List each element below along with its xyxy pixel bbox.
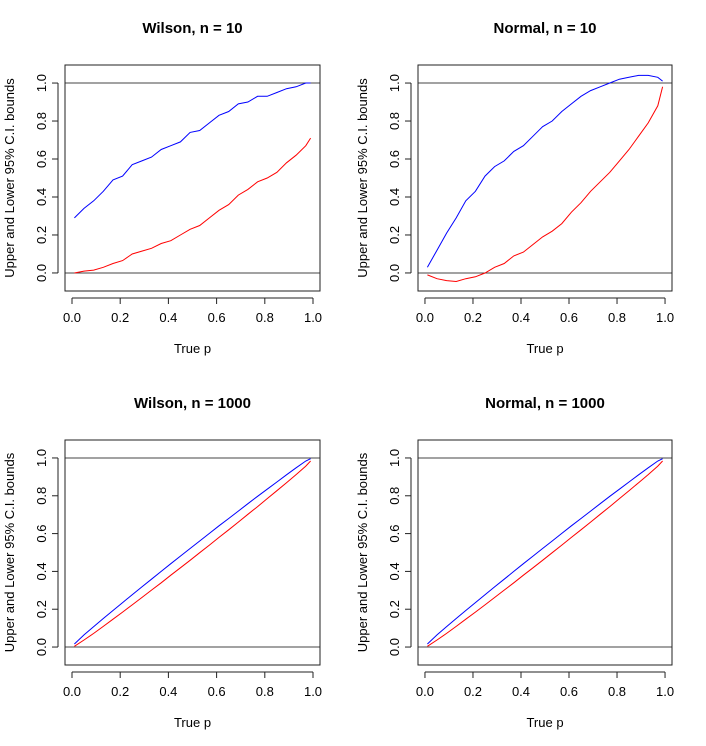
x-tick-label: 0.2 [111,684,129,699]
y-tick-label: 0.6 [34,150,49,168]
panel-title: Wilson, n = 1000 [134,395,251,412]
x-tick-label: 0.6 [560,310,578,325]
upper-bound-line [426,74,663,268]
x-tick-label: 0.4 [159,310,177,325]
x-tick-label: 1.0 [304,684,322,699]
y-tick-label: 0.6 [34,525,49,543]
y-tick-label: 0.0 [387,264,402,282]
y-tick-label: 1.0 [34,449,49,467]
x-tick-label: 0.0 [416,310,434,325]
x-tick-label: 0.8 [608,684,626,699]
x-tick-label: 0.8 [256,684,274,699]
x-tick-label: 0.6 [208,310,226,325]
y-tick-label: 0.0 [34,264,49,282]
plot-frame [417,439,673,666]
x-tick-label: 0.6 [208,684,226,699]
panel-title: Normal, n = 10 [494,20,597,37]
panel-title: Normal, n = 1000 [485,395,605,412]
x-tick-label: 0.8 [256,310,274,325]
x-tick-label: 0.2 [464,684,482,699]
x-tick-label: 0.4 [512,684,530,699]
x-axis-label: True p [526,715,563,730]
x-tick-label: 1.0 [656,684,674,699]
lower-bound-line [427,460,663,647]
x-tick-label: 0.6 [560,684,578,699]
upper-bound-line [427,458,663,645]
y-tick-label: 0.6 [387,150,402,168]
y-tick-label: 0.4 [34,562,49,580]
x-tick-label: 0.2 [464,310,482,325]
x-axis-label: True p [174,715,211,730]
y-tick-label: 0.6 [387,525,402,543]
lower-bound-line [74,137,312,274]
y-tick-label: 0.8 [387,112,402,130]
x-tick-label: 0.8 [608,310,626,325]
y-tick-label: 0.2 [34,600,49,618]
panel-2: 0.0 0.2 0.4 0.6 0.8 1.0 0.0 0.2 0.4 0.6 0.8 1.0 Norm… [355,20,674,356]
y-tick-label: 0.4 [387,188,402,206]
y-axis-label: Upper and Lower 95% C.I. bounds [355,78,370,278]
y-tick-label: 1.0 [387,74,402,92]
y-tick-label: 0.0 [34,638,49,656]
y-axis-label: Upper and Lower 95% C.I. bounds [2,452,17,652]
panel-1: 0.0 0.2 0.4 0.6 0.8 1.0 0.0 0.2 0.4 0.6 0.8 1.0 Wils… [2,20,322,356]
panel-title: Wilson, n = 10 [142,20,242,37]
plot-frame [64,439,321,666]
panel-4: 0.0 0.2 0.4 0.6 0.8 1.0 0.0 0.2 0.4 0.6 0.8 1.0 Norm… [355,395,674,730]
y-tick-label: 1.0 [34,74,49,92]
panel-3: 0.0 0.2 0.4 0.6 0.8 1.0 0.0 0.2 0.4 0.6 0.8 1.0 Wils… [2,395,322,730]
x-tick-label: 0.0 [63,310,81,325]
lower-bound-line [74,460,311,647]
y-tick-label: 0.2 [34,226,49,244]
upper-bound-line [74,458,311,645]
upper-bound-line [74,82,311,219]
x-axis-label: True p [526,341,563,356]
y-axis-label: Upper and Lower 95% C.I. bounds [355,452,370,652]
plot-frame [417,64,673,292]
x-tick-label: 0.0 [416,684,434,699]
x-axis-label: True p [174,341,211,356]
lower-bound-line [427,86,664,283]
x-tick-label: 0.4 [159,684,177,699]
y-tick-label: 0.2 [387,226,402,244]
x-tick-label: 0.4 [512,310,530,325]
y-tick-label: 0.2 [387,600,402,618]
y-tick-label: 1.0 [387,449,402,467]
y-tick-label: 0.4 [387,562,402,580]
y-tick-label: 0.8 [34,487,49,505]
x-tick-label: 1.0 [656,310,674,325]
y-tick-label: 0.8 [387,487,402,505]
y-tick-label: 0.8 [34,112,49,130]
x-tick-label: 0.0 [63,684,81,699]
plot-frame [64,64,321,292]
x-tick-label: 0.2 [111,310,129,325]
y-tick-label: 0.0 [387,638,402,656]
y-axis-label: Upper and Lower 95% C.I. bounds [2,78,17,278]
y-tick-label: 0.4 [34,188,49,206]
x-tick-label: 1.0 [304,310,322,325]
